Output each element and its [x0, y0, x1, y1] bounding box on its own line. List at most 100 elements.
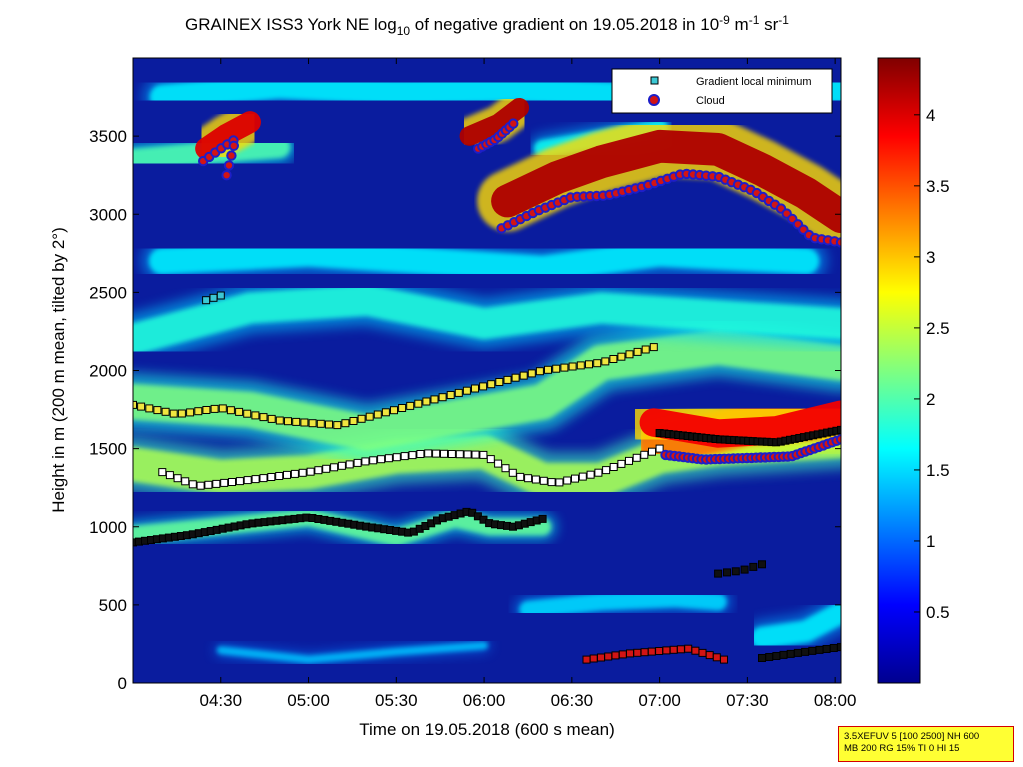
colorbar-tick-label: 4: [926, 106, 935, 125]
gradient-minimum-marker: [283, 470, 291, 479]
gradient-minimum-marker: [479, 450, 488, 459]
y-tick-label: 1500: [89, 440, 127, 459]
gradient-minimum-marker: [446, 391, 455, 399]
legend: Gradient local minimum Cloud: [611, 68, 833, 114]
gradient-minimum-marker: [640, 648, 649, 657]
gradient-minimum-marker: [589, 654, 598, 663]
gradient-minimum-marker: [330, 463, 339, 472]
cloud-layer-core: [491, 129, 841, 233]
gradient-minimum-marker: [455, 450, 464, 459]
gradient-minimum-marker: [235, 407, 244, 416]
gradient-minimum-marker: [377, 455, 386, 464]
cloud-layer-core: [639, 400, 841, 448]
signal-layer: [519, 590, 727, 619]
gradient-minimum-marker: [535, 367, 544, 376]
gradient-minimum-marker: [251, 411, 260, 420]
colorbar-tick-label: 1.5: [926, 461, 950, 480]
gradient-minimum-marker: [571, 474, 579, 483]
gradient-minimum-marker: [471, 384, 479, 393]
gradient-minimum-marker: [655, 444, 664, 453]
gradient-minimum-marker: [186, 408, 195, 417]
gradient-minimum-marker: [486, 455, 495, 464]
gradient-minimum-marker: [216, 291, 225, 300]
gradient-minimum-marker: [597, 653, 605, 662]
gradient-minimum-marker: [749, 562, 758, 571]
gradient-minimum-marker: [594, 468, 603, 477]
gradient-minimum-marker: [633, 648, 642, 657]
gradient-minimum-marker: [173, 474, 182, 483]
gradient-minimum-marker: [438, 393, 447, 402]
gradient-minimum-marker: [325, 420, 333, 429]
gradient-minimum-marker: [194, 407, 203, 416]
colorbar-tick-label: 1: [926, 532, 935, 551]
signal-layer: [751, 601, 841, 649]
gradient-minimum-marker: [740, 565, 749, 574]
gradient-minimum-marker: [406, 401, 415, 410]
signal-layer: [216, 641, 488, 664]
gradient-minimum-marker: [390, 406, 398, 415]
gradient-minimum-marker: [226, 406, 235, 415]
gradient-minimum-marker: [779, 650, 788, 659]
gradient-minimum-marker: [593, 359, 602, 368]
gradient-minimum-marker: [137, 402, 146, 411]
gradient-minimum-marker: [527, 369, 536, 378]
gradient-minimum-marker: [243, 409, 252, 418]
gradient-minimum-marker: [373, 410, 382, 419]
gradient-minimum-marker: [563, 476, 572, 485]
gradient-minimum-marker: [440, 449, 448, 458]
legend-cloud-marker: [648, 94, 660, 106]
gradient-minimum-marker: [300, 418, 309, 427]
gradient-minimum-marker: [829, 644, 838, 652]
y-axis-label: Height in m (200 m mean, tilted by 2°): [49, 227, 68, 513]
gradient-minimum-marker: [361, 457, 370, 466]
x-tick-label: 04:30: [199, 691, 242, 710]
gradient-minimum-marker: [647, 647, 656, 656]
gradient-minimum-marker: [772, 652, 781, 660]
gradient-minimum-marker: [177, 409, 186, 418]
gradient-minimum-marker: [609, 463, 618, 471]
gradient-minimum-marker: [153, 406, 162, 415]
legend-square-marker: [650, 76, 659, 85]
gradient-minimum-marker: [218, 404, 227, 413]
colorbar-tick-label: 3: [926, 248, 935, 267]
gradient-minimum-marker: [758, 560, 766, 569]
gradient-minimum-marker: [228, 478, 236, 486]
gradient-minimum-marker: [691, 646, 700, 655]
gradient-minimum-marker: [604, 652, 613, 661]
gradient-minimum-marker: [617, 352, 626, 361]
gradient-minimum-marker: [617, 459, 626, 468]
gradient-minimum-marker: [552, 364, 561, 373]
x-tick-label: 06:30: [551, 691, 594, 710]
x-tick-label: 08:00: [814, 691, 857, 710]
gradient-minimum-marker: [398, 404, 407, 412]
gradient-minimum-marker: [235, 477, 244, 486]
colorbar-gradient: [877, 57, 921, 684]
gradient-minimum-marker: [585, 360, 593, 369]
gradient-minimum-marker: [837, 643, 841, 652]
cloud-marker: [228, 140, 240, 152]
signal-layer: [133, 284, 841, 355]
cloud-marker: [226, 150, 237, 161]
cloud-marker: [223, 160, 235, 171]
y-tick-label: 3000: [89, 205, 127, 224]
gradient-minimum-marker: [822, 645, 831, 653]
gradient-minimum-marker: [422, 397, 431, 406]
y-tick-label: 1000: [89, 518, 127, 537]
gradient-minimum-marker: [758, 654, 766, 662]
gradient-minimum-marker: [669, 645, 678, 654]
gradient-minimum-marker: [290, 469, 299, 478]
gradient-minimum-marker: [202, 406, 211, 414]
cloud-layer-core: [195, 111, 261, 160]
gradient-minimum-marker: [626, 649, 634, 658]
gradient-minimum-marker: [337, 461, 346, 470]
gradient-minimum-marker: [625, 350, 634, 359]
gradient-minimum-marker: [133, 400, 137, 409]
gradient-minimum-marker: [609, 355, 618, 363]
gradient-minimum-marker: [539, 476, 548, 485]
gradient-minimum-marker: [524, 474, 533, 483]
colorbar-tick-label: 3.5: [926, 177, 950, 196]
gradient-minimum-marker: [471, 450, 480, 459]
gradient-minimum-marker: [259, 474, 268, 483]
gradient-minimum-marker: [503, 375, 512, 384]
gradient-minimum-marker: [662, 646, 671, 655]
